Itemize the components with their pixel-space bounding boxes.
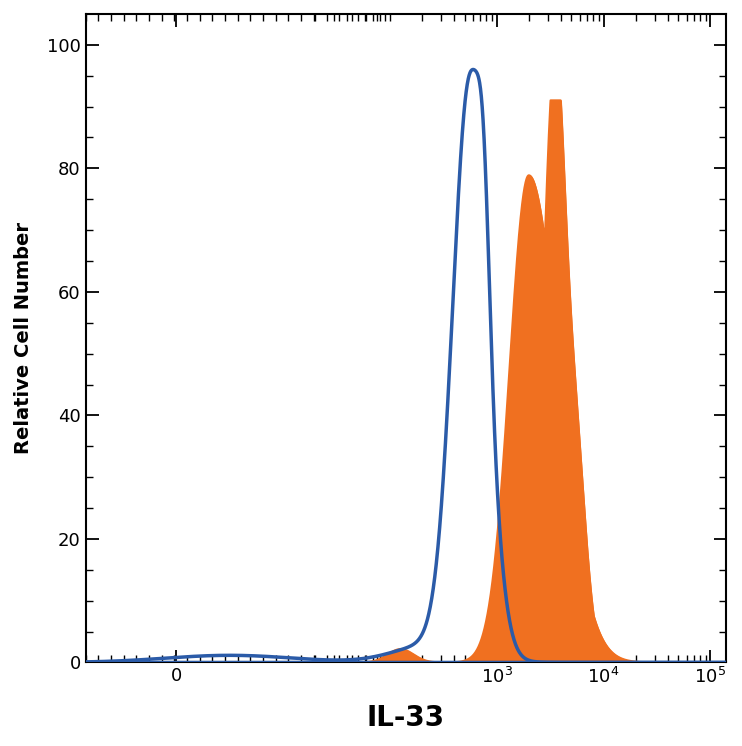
X-axis label: IL-33: IL-33 bbox=[367, 704, 445, 732]
Y-axis label: Relative Cell Number: Relative Cell Number bbox=[14, 222, 33, 454]
